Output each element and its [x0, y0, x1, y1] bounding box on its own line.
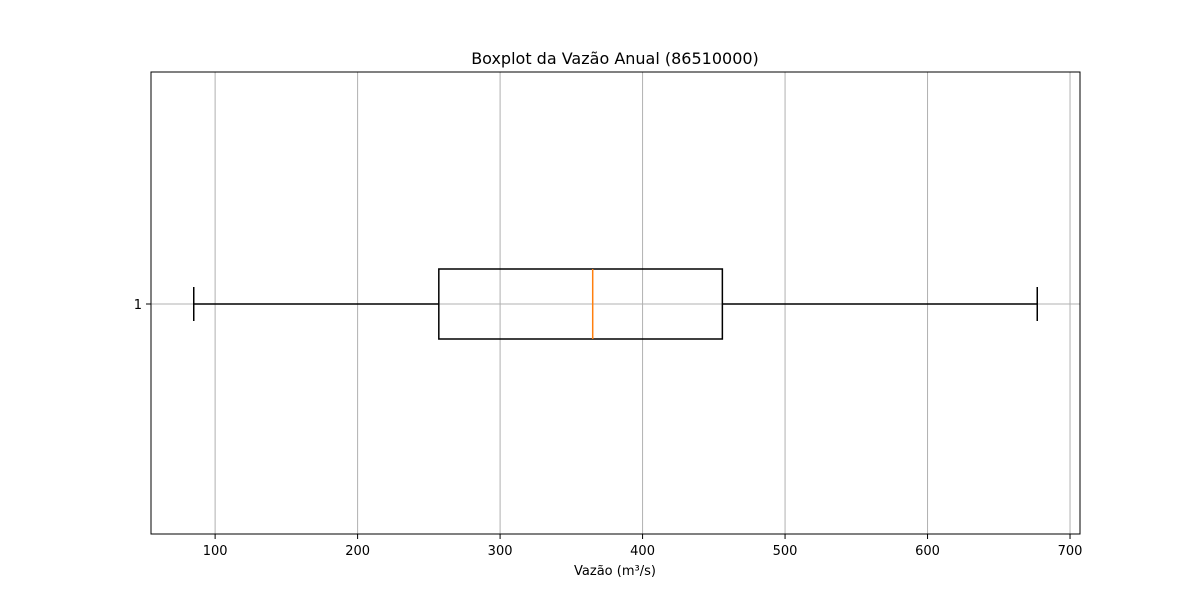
x-tick-label: 100 [203, 544, 228, 559]
x-tick-label: 400 [630, 544, 655, 559]
x-tick-label: 700 [1058, 544, 1083, 559]
x-tick-label: 600 [915, 544, 940, 559]
tick-layer: 100 200 300 400 500 600 700 1 [134, 298, 1083, 559]
data-layer [192, 268, 1039, 340]
grid-layer [151, 72, 1080, 534]
x-axis-label: Vazão (m³/s) [574, 564, 656, 579]
x-tick-label: 200 [345, 544, 370, 559]
chart-title: Boxplot da Vazão Anual (86510000) [471, 49, 759, 68]
iqr-box [438, 268, 724, 340]
y-tick-label: 1 [134, 298, 142, 313]
x-tick-label: 500 [773, 544, 798, 559]
axes-frame [150, 71, 1081, 535]
x-tick-label: 300 [488, 544, 513, 559]
